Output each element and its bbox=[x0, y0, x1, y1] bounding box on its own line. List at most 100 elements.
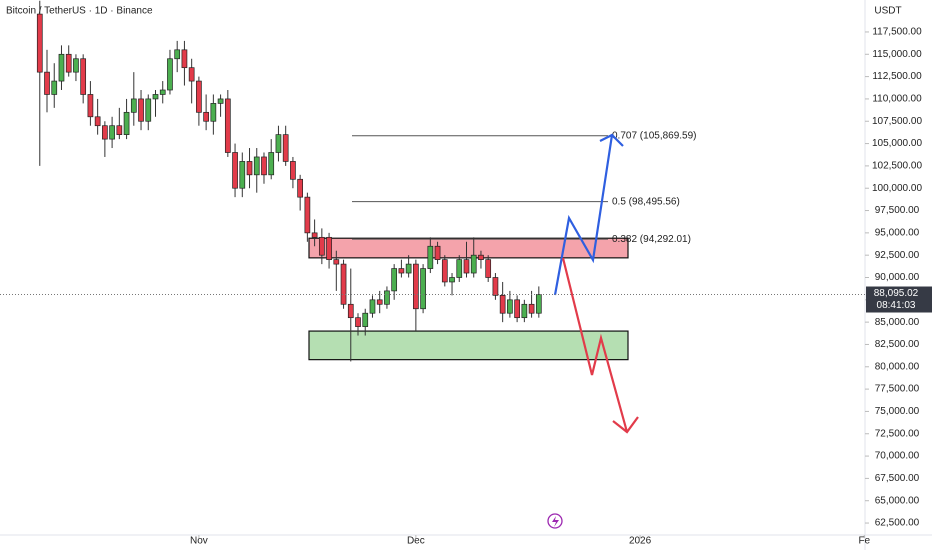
y-tick-label: 97,500.00 bbox=[875, 205, 920, 216]
candle-body bbox=[333, 259, 340, 265]
y-tick-label: 67,500.00 bbox=[875, 473, 920, 484]
candle-body bbox=[65, 53, 72, 73]
candle-body bbox=[413, 263, 419, 310]
candle-body bbox=[405, 263, 412, 274]
y-tick-label: 85,000.00 bbox=[875, 317, 920, 328]
y-tick-label: 65,000.00 bbox=[875, 495, 920, 506]
y-tick-label: 102,500.00 bbox=[872, 161, 922, 172]
candle-body bbox=[391, 268, 398, 292]
y-tick-label: 80,000.00 bbox=[875, 361, 920, 372]
countdown: 08:41:03 bbox=[877, 300, 916, 311]
candle-body bbox=[102, 125, 108, 140]
candle-body bbox=[398, 268, 405, 274]
candle-body bbox=[492, 277, 499, 296]
candle-body bbox=[80, 58, 87, 95]
x-tick-label: Nov bbox=[190, 536, 208, 547]
candle-body bbox=[58, 53, 65, 82]
candle-body bbox=[485, 259, 492, 278]
x-tick-label: Fe bbox=[858, 536, 870, 547]
candle-body bbox=[109, 125, 115, 140]
candle-body bbox=[470, 254, 477, 274]
candle-body bbox=[311, 232, 318, 238]
candle-body bbox=[535, 294, 542, 314]
candle-body bbox=[449, 277, 455, 283]
candle-body bbox=[261, 156, 267, 176]
candle-body bbox=[456, 259, 463, 278]
fib-label: 0.382 (94,292.01) bbox=[612, 234, 691, 245]
y-tick-label: 115,000.00 bbox=[872, 49, 922, 60]
fib-label: 0.707 (105,869.59) bbox=[612, 130, 697, 141]
candle-body bbox=[167, 58, 173, 91]
x-tick-label: 2026 bbox=[629, 536, 652, 547]
y-tick-label: 92,500.00 bbox=[875, 250, 920, 261]
y-axis-label: USDT bbox=[874, 6, 901, 17]
candle-body bbox=[224, 98, 231, 153]
candle-body bbox=[463, 259, 470, 274]
red-arrow bbox=[561, 257, 639, 434]
fib-label: 0.5 (98,495.56) bbox=[612, 196, 680, 207]
candle-body bbox=[478, 254, 484, 260]
y-tick-label: 77,500.00 bbox=[875, 384, 920, 395]
candle-body bbox=[290, 161, 296, 180]
candle-body bbox=[130, 98, 137, 113]
candle-body bbox=[87, 94, 94, 118]
candle-body bbox=[427, 245, 434, 269]
y-tick-label: 72,500.00 bbox=[875, 428, 920, 439]
y-tick-label: 90,000.00 bbox=[875, 272, 920, 283]
candle-body bbox=[145, 98, 152, 122]
candle-body bbox=[138, 98, 144, 122]
x-tick-label: Dec bbox=[407, 536, 425, 547]
candle-body bbox=[152, 94, 159, 100]
candle-body bbox=[340, 263, 347, 305]
candle-body bbox=[499, 295, 506, 314]
y-tick-label: 110,000.00 bbox=[872, 94, 922, 105]
candle-body bbox=[318, 236, 325, 256]
candle-body bbox=[376, 299, 383, 305]
candle-body bbox=[181, 49, 188, 69]
candle-body bbox=[253, 156, 260, 176]
y-tick-label: 62,500.00 bbox=[875, 518, 920, 529]
candle-body bbox=[528, 303, 535, 314]
candle-body bbox=[521, 303, 528, 319]
y-tick-label: 82,500.00 bbox=[875, 339, 920, 350]
candle-body bbox=[369, 299, 376, 314]
candle-body bbox=[174, 49, 181, 60]
chart-title: Bitcoin / TetherUS · 1D · Binance bbox=[6, 6, 153, 17]
candle-body bbox=[441, 259, 448, 283]
candle-body bbox=[246, 161, 253, 176]
candle-body bbox=[297, 178, 303, 198]
y-tick-label: 95,000.00 bbox=[875, 227, 920, 238]
candle-body bbox=[239, 161, 246, 189]
candle-body bbox=[94, 116, 101, 127]
candle-body bbox=[159, 89, 166, 95]
candle-body bbox=[362, 312, 369, 327]
last-price: 88,095.02 bbox=[874, 288, 919, 299]
y-tick-label: 112,500.00 bbox=[872, 71, 922, 82]
y-tick-label: 107,500.00 bbox=[872, 116, 922, 127]
candle-body bbox=[116, 125, 123, 135]
candle-body bbox=[355, 317, 361, 327]
candle-body bbox=[232, 152, 238, 189]
candle-body bbox=[203, 111, 209, 122]
candle-body bbox=[188, 67, 195, 82]
blue-arrow bbox=[553, 133, 624, 296]
price-label-box bbox=[866, 286, 932, 313]
y-tick-label: 117,500.00 bbox=[872, 27, 922, 38]
y-tick-label: 100,000.00 bbox=[872, 183, 922, 194]
y-tick-label: 70,000.00 bbox=[875, 451, 920, 462]
candle-body bbox=[196, 80, 202, 113]
candle-body bbox=[73, 58, 79, 73]
candle-body bbox=[514, 299, 520, 319]
icon-bolt bbox=[552, 516, 559, 527]
candle-body bbox=[326, 236, 332, 260]
candle-body bbox=[304, 196, 311, 234]
candle-body bbox=[347, 303, 354, 319]
candle-body bbox=[275, 134, 282, 153]
candle-body bbox=[51, 80, 58, 95]
y-tick-label: 75,000.00 bbox=[875, 406, 920, 417]
candle-body bbox=[434, 245, 441, 260]
icon[interactable] bbox=[547, 513, 563, 529]
candle-body bbox=[123, 111, 130, 135]
candle-body bbox=[420, 268, 426, 310]
